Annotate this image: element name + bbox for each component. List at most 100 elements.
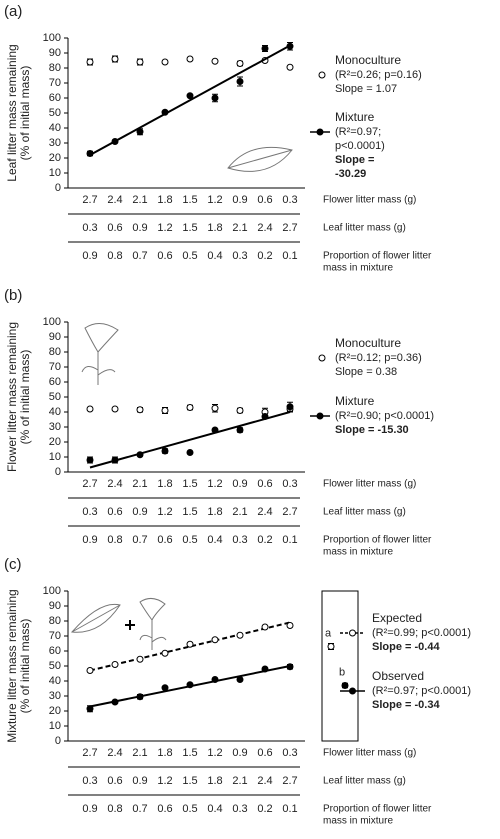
row-tick-label: 0.9	[82, 803, 97, 815]
x-tick-label: 2.7	[82, 747, 97, 759]
legend-label: Monoculture	[335, 53, 401, 67]
row-tick-label: 0.3	[232, 803, 247, 815]
row-tick-label: 0.1	[282, 250, 297, 262]
y-tick-label: 20	[49, 152, 61, 164]
legend-slope: Slope = -15.30	[335, 424, 409, 436]
row-tick-label: 0.8	[107, 803, 122, 815]
x-tick-label: 2.1	[132, 747, 147, 759]
y-tick-label: 90	[49, 600, 61, 612]
fit-line	[89, 621, 291, 672]
legend-marker	[316, 412, 324, 420]
legend-stats: (R²=0.97;	[335, 126, 381, 138]
row-tick-label: 2.7	[282, 775, 297, 787]
row-tick-label: 0.9	[82, 250, 97, 262]
x-tick-label: 2.4	[107, 747, 122, 759]
y-tick-label: 70	[49, 361, 61, 373]
row-tick-label: 0.9	[132, 222, 147, 234]
data-point	[286, 663, 294, 671]
data-point	[186, 404, 194, 411]
data-point	[186, 55, 194, 63]
row-tick-label: 0.4	[207, 803, 222, 815]
data-point	[136, 451, 144, 459]
data-point	[136, 406, 144, 414]
row-label: Proportion of flower litter	[323, 251, 432, 262]
y-tick-label: 100	[43, 316, 61, 328]
x-tick-label: 0.6	[257, 747, 272, 759]
row-label: Proportion of flower litter	[323, 804, 432, 815]
panel-label: (a)	[4, 3, 22, 20]
data-point	[211, 94, 219, 102]
inset-box	[321, 590, 359, 742]
legend-label: Mixture	[335, 394, 375, 408]
y-tick-label: 70	[49, 77, 61, 89]
x-tick-label: 0.3	[282, 478, 297, 490]
data-point	[286, 63, 294, 71]
x-tick-label: 1.2	[207, 747, 222, 759]
data-point	[111, 456, 119, 464]
row-tick-label: 2.4	[257, 222, 272, 234]
data-point	[161, 684, 169, 692]
row-tick-label: 1.8	[207, 222, 222, 234]
row-tick-label: 0.9	[132, 775, 147, 787]
legend-slope: Slope =	[335, 154, 374, 166]
row-tick-label: 2.4	[257, 506, 272, 518]
data-point	[286, 622, 294, 629]
data-point	[236, 426, 244, 434]
x-tick-label: 2.7	[82, 194, 97, 206]
y-tick-label: 10	[49, 451, 61, 463]
row-tick-label: 2.1	[232, 775, 247, 787]
y-tick-label: 30	[49, 421, 61, 433]
row-label: Leaf litter mass (g)	[323, 507, 406, 518]
data-point	[186, 449, 194, 456]
data-point	[211, 404, 219, 412]
data-point	[186, 640, 194, 648]
row-tick-label: 2.7	[282, 222, 297, 234]
x-tick-label: 2.4	[107, 194, 122, 206]
data-point	[186, 92, 194, 100]
legend-stats: (R²=0.12; p=0.36)	[335, 352, 422, 364]
row-tick-label: 1.8	[207, 775, 222, 787]
row-tick-label: 0.7	[132, 250, 147, 262]
fit-line	[89, 44, 291, 156]
y-axis-label: (% of initial mass)	[18, 66, 32, 161]
y-tick-label: 10	[49, 167, 61, 179]
data-point	[136, 693, 144, 701]
legend-stats: (R²=0.90; p<0.0001)	[335, 410, 434, 422]
row-tick-label: 1.8	[207, 506, 222, 518]
legend-marker	[316, 128, 324, 136]
x-tick-label: 0.9	[232, 747, 247, 759]
data-point	[111, 405, 119, 413]
x-tick-label: 1.2	[207, 478, 222, 490]
y-tick-label: 60	[49, 645, 61, 657]
row-tick-label: 0.4	[207, 534, 222, 546]
legend-stats: (R²=0.97; p<0.0001)	[372, 685, 471, 697]
row-tick-label: 0.3	[82, 775, 97, 787]
legend-stats: (R²=0.26; p=0.16)	[335, 69, 422, 81]
y-tick-label: 0	[55, 182, 61, 194]
row-tick-label: 0.2	[257, 803, 272, 815]
data-point	[136, 58, 144, 66]
leaf-illustration	[227, 146, 293, 172]
y-tick-label: 70	[49, 630, 61, 642]
y-tick-label: 40	[49, 122, 61, 134]
data-point	[161, 407, 169, 414]
y-tick-label: 50	[49, 391, 61, 403]
data-point	[86, 456, 94, 464]
data-point	[86, 58, 94, 66]
y-tick-label: 0	[55, 735, 61, 747]
y-tick-label: 30	[49, 690, 61, 702]
y-tick-label: 60	[49, 92, 61, 104]
data-point	[161, 649, 169, 657]
panel-label: (b)	[4, 287, 22, 304]
x-tick-label: 1.8	[157, 747, 172, 759]
row-tick-label: 0.2	[257, 250, 272, 262]
row-tick-label: 0.3	[82, 506, 97, 518]
y-tick-label: 0	[55, 466, 61, 478]
x-tick-label: 1.5	[182, 194, 197, 206]
data-point	[261, 45, 269, 52]
panel-label: (c)	[4, 556, 22, 573]
y-tick-label: 50	[49, 107, 61, 119]
data-point	[211, 676, 219, 683]
row-tick-label: 0.9	[132, 506, 147, 518]
row-tick-label: 0.6	[107, 506, 122, 518]
